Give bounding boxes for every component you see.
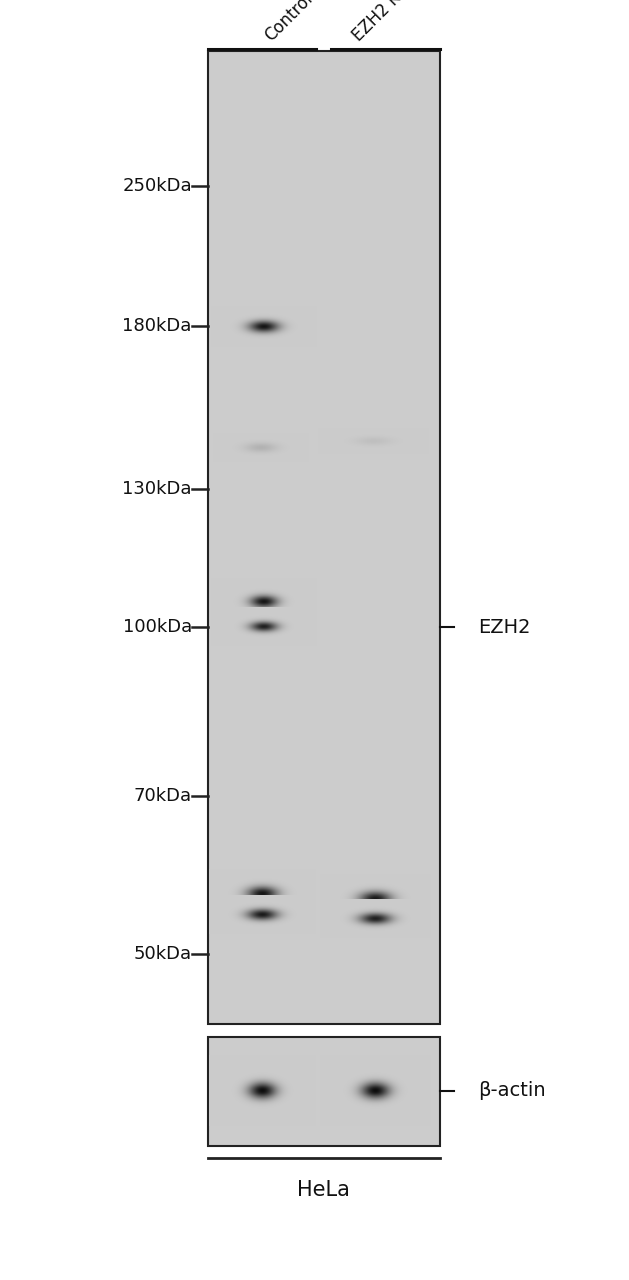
- Text: 70kDa: 70kDa: [134, 787, 192, 805]
- Text: 130kDa: 130kDa: [123, 480, 192, 498]
- Text: EZH2 KO: EZH2 KO: [349, 0, 413, 45]
- FancyBboxPatch shape: [208, 1037, 440, 1146]
- FancyBboxPatch shape: [208, 51, 440, 1024]
- Text: Control: Control: [261, 0, 316, 45]
- Text: EZH2: EZH2: [478, 618, 530, 636]
- Text: 180kDa: 180kDa: [123, 317, 192, 335]
- Text: 50kDa: 50kDa: [134, 945, 192, 963]
- Text: 250kDa: 250kDa: [122, 177, 192, 195]
- Text: 100kDa: 100kDa: [123, 618, 192, 636]
- Text: HeLa: HeLa: [298, 1180, 350, 1201]
- Text: β-actin: β-actin: [478, 1082, 546, 1100]
